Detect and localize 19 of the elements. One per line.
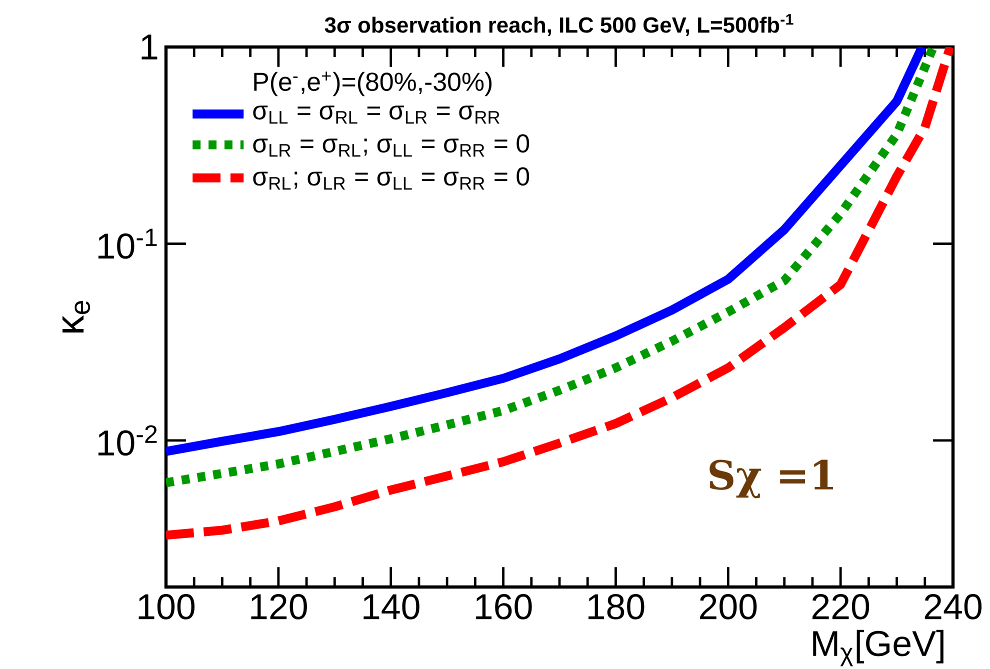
text: σ$_{RL}$; σ$_{LR}$ = σ$_{LL}$ = σ$_{RR}$ = 0 [253, 167, 530, 190]
y-tick-label: 10$^{-1}$ [98, 228, 157, 259]
legend-title: P(e$^{-}$,e$^{+}$)=(80%,-30%) [254, 72, 492, 96]
x-tick-label: 120 [251, 594, 307, 620]
x-tick-label: 140 [364, 594, 420, 620]
x-tick-label: 180 [588, 594, 644, 620]
x-tick-label: 220 [812, 594, 870, 620]
y-tick-label: 10$^{-2}$ [98, 425, 157, 456]
chart-title: 3σ observation reach, ILC 500 GeV, L=500fb$^{-1}$ [324, 14, 794, 36]
text: σ$_{LR}$ = σ$_{RL}$; σ$_{LL}$ = σ$_{RR}$ = 0 [253, 134, 530, 157]
x-tick-label: 160 [476, 594, 532, 620]
y-axis-title: κ$_{e}$ [62, 301, 90, 333]
y-tick-label: 1 [142, 34, 158, 60]
legend-label: σ$_{LL}$ = σ$_{RL}$ = σ$_{LR}$ = σ$_{RR}$ [253, 106, 500, 124]
x-axis-title: M$_{χ}$[GeV] [813, 630, 944, 666]
x-tick-label: 240 [924, 594, 982, 620]
x-tick-label: 100 [138, 594, 195, 620]
annotation: Sχ =1 [710, 460, 834, 498]
x-tick-label: 200 [700, 594, 757, 620]
